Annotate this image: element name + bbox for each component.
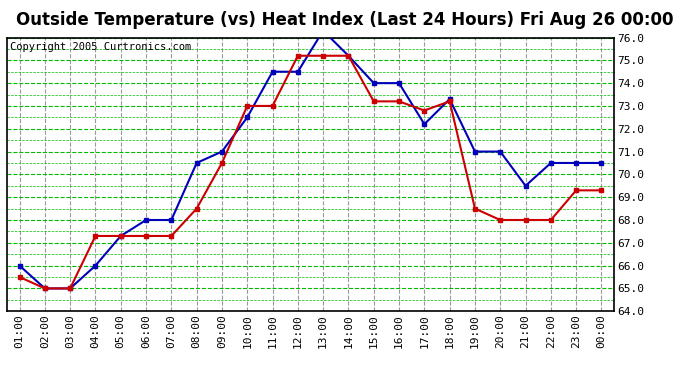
Text: Outside Temperature (vs) Heat Index (Last 24 Hours) Fri Aug 26 00:00: Outside Temperature (vs) Heat Index (Las… [17,11,673,29]
Text: Copyright 2005 Curtronics.com: Copyright 2005 Curtronics.com [10,42,191,52]
